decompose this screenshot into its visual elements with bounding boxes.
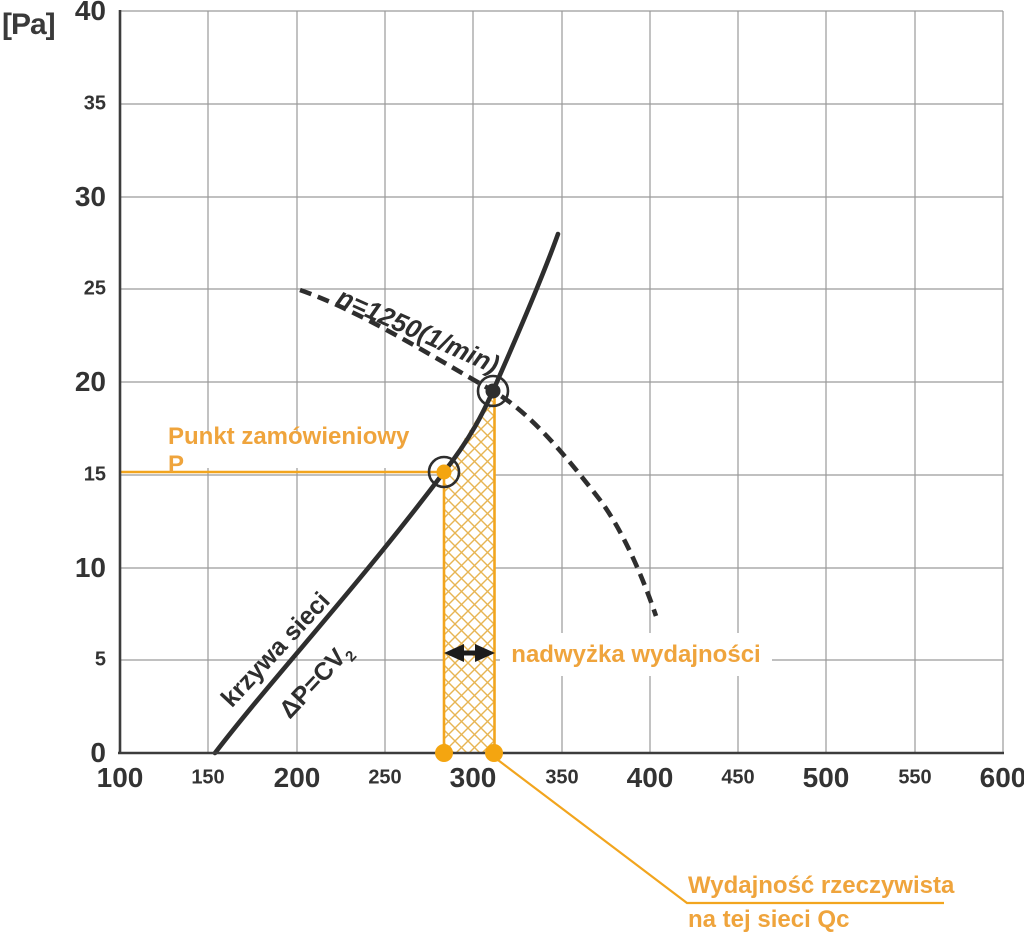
x-tick-500: 500 — [802, 762, 850, 793]
x-tick-100: 100 — [96, 762, 144, 793]
gridlines — [120, 10, 1004, 753]
x-tick-250: 250 — [368, 766, 402, 789]
x-tick-350: 350 — [545, 766, 579, 789]
band-base-right-dot — [485, 744, 503, 762]
y-tick-25: 25 — [83, 277, 106, 300]
axes-lines — [118, 10, 1004, 755]
x-tick-300: 300 — [449, 762, 497, 793]
order-point-label: Punkt zamówieniowy P — [168, 423, 416, 478]
x-tick-200: 200 — [273, 762, 321, 793]
network-curve — [212, 231, 561, 756]
actual-capacity-label-line2: na tej sieci Qc — [688, 906, 850, 933]
fan-curve — [299, 287, 659, 617]
x-tick-450: 450 — [721, 766, 755, 789]
actual-capacity-leader-line — [493, 756, 944, 905]
surplus-label: nadwyżka wydajności — [500, 633, 772, 676]
x-tick-550: 550 — [898, 766, 932, 789]
surplus-arrow — [444, 644, 495, 662]
y-tick-5: 5 — [94, 648, 106, 671]
y-tick-10: 10 — [74, 552, 106, 583]
actual-capacity-label-line1: Wydajność rzeczywista — [688, 872, 955, 899]
y-tick-15: 15 — [83, 463, 106, 486]
y-tick-35: 35 — [83, 92, 106, 115]
band-base-left-dot — [435, 744, 453, 762]
y-tick-0: 0 — [90, 737, 106, 768]
x-tick-400: 400 — [626, 762, 674, 793]
y-tick-20: 20 — [74, 366, 106, 397]
operating-point-marker — [476, 374, 510, 408]
surplus-band — [442, 392, 496, 753]
y-tick-30: 30 — [74, 181, 106, 212]
x-tick-150: 150 — [191, 766, 225, 789]
y-tick-40: 40 — [74, 0, 106, 26]
order-point-marker — [427, 455, 461, 489]
y-axis-unit-label: [Pa] — [2, 8, 56, 41]
x-tick-600: 600 — [979, 762, 1024, 793]
